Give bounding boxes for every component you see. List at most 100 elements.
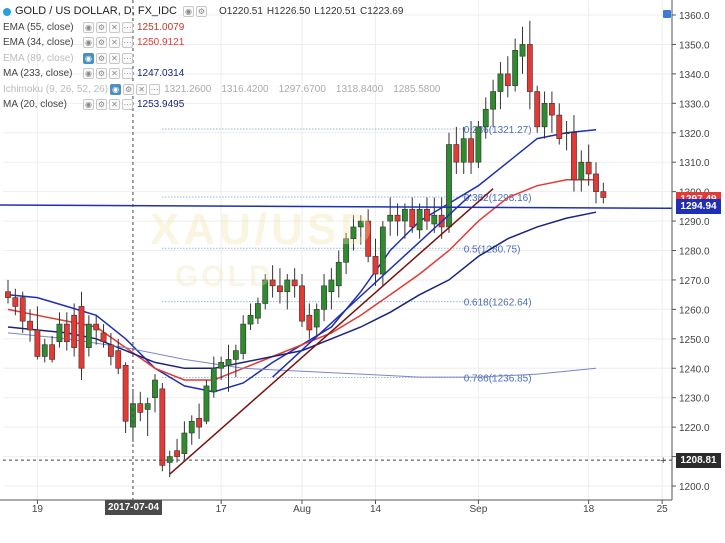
close-icon[interactable]: ✕ <box>109 52 120 64</box>
candle-body <box>497 73 504 92</box>
legend-icons: ◉ ⚙ ✕ ⋯ <box>83 68 133 80</box>
candle-body <box>482 108 489 128</box>
ichimoku-value: 1321.2600 <box>164 83 212 95</box>
time-axis: 19 17 Aug 14 Sep 18 25 <box>0 499 672 515</box>
more-icon[interactable]: ⋯ <box>122 37 133 49</box>
candle <box>203 380 210 425</box>
candle-body <box>115 350 122 369</box>
candle <box>188 415 195 445</box>
candle-body <box>460 138 467 163</box>
chart-settings-icon[interactable] <box>663 10 671 18</box>
legend-label: Ichimoku (9, 26, 52, 26) <box>3 83 109 95</box>
candle-body <box>19 297 26 322</box>
legend-row[interactable]: Ichimoku (9, 26, 52, 26) ◉ ⚙ ✕ ⋯ 1321.2600 131… <box>3 82 450 98</box>
more-icon[interactable]: ⋯ <box>122 52 133 64</box>
legend-row[interactable]: MA (233, close) ◉ ⚙ ✕ ⋯ 1247.0314 <box>3 66 450 82</box>
candle <box>34 306 41 360</box>
trendlines <box>0 188 699 475</box>
candle-body <box>512 50 519 86</box>
candle <box>424 197 430 230</box>
price-tick-label: 1250.0 <box>679 335 710 346</box>
candle <box>563 120 570 151</box>
candle-body <box>306 314 313 331</box>
candle <box>100 324 107 348</box>
eye-icon[interactable]: ◉ <box>83 21 94 33</box>
candle-body <box>144 403 151 410</box>
eye-icon[interactable]: ◉ <box>182 6 194 18</box>
candle <box>284 274 291 310</box>
more-icon[interactable]: ⋯ <box>122 21 133 33</box>
candle-body <box>578 161 585 181</box>
legend-row[interactable]: EMA (34, close) ◉ ⚙ ✕ ⋯ 1250.9121 <box>3 35 450 51</box>
candle <box>255 297 261 325</box>
candle <box>328 268 335 310</box>
settings-icon[interactable]: ⚙ <box>96 21 107 33</box>
more-icon[interactable]: ⋯ <box>149 83 161 95</box>
candle-body <box>240 323 247 354</box>
candle-body <box>350 226 357 240</box>
candle <box>313 303 320 336</box>
candle-body <box>526 44 533 92</box>
candle <box>593 162 599 204</box>
symbol-title[interactable]: GOLD / US DOLLAR, D, FX_IDC <box>15 5 177 17</box>
candle <box>490 79 496 127</box>
trendline-channel <box>272 194 472 378</box>
ohlc-low: L1220.51 <box>314 6 357 17</box>
candle-body <box>563 132 570 135</box>
settings-icon[interactable]: ⚙ <box>123 83 135 95</box>
close-icon[interactable]: ✕ <box>109 99 120 111</box>
settings-icon[interactable]: ⚙ <box>96 99 107 111</box>
candle <box>446 132 452 233</box>
more-icon[interactable]: ⋯ <box>122 99 133 111</box>
legend-row[interactable]: EMA (89, close) ◉ ⚙ ✕ ⋯ <box>3 51 450 67</box>
legend-icons: ◉ ⚙ ✕ ⋯ <box>110 83 161 95</box>
more-icon[interactable]: ⋯ <box>122 68 133 80</box>
legend-value: 1250.9121 <box>137 37 185 48</box>
legend-row[interactable]: MA (20, close) ◉ ⚙ ✕ ⋯ 1253.9495 <box>3 97 450 113</box>
candle <box>166 450 173 478</box>
candle-body <box>71 314 78 348</box>
candle <box>108 332 114 366</box>
candle <box>247 303 254 330</box>
eye-icon[interactable]: ◉ <box>110 83 122 95</box>
eye-icon[interactable]: ◉ <box>83 37 94 49</box>
candle <box>41 338 48 363</box>
close-icon[interactable]: ✕ <box>109 21 120 33</box>
candle <box>174 438 180 463</box>
candle-body <box>556 114 563 139</box>
close-icon[interactable]: ✕ <box>109 37 120 49</box>
candle-body <box>188 420 195 434</box>
candle-body <box>379 226 386 275</box>
eye-icon[interactable]: ◉ <box>83 52 94 64</box>
candle-body <box>416 208 423 231</box>
legend-row[interactable]: EMA (55, close) ◉ ⚙ ✕ ⋯ 1251.0079 <box>3 20 450 36</box>
candle <box>19 291 26 333</box>
candle <box>71 303 78 357</box>
settings-icon[interactable]: ⚙ <box>96 68 107 80</box>
settings-icon[interactable]: ⚙ <box>96 37 107 49</box>
price-tick-label: 1360.0 <box>679 11 710 22</box>
fibonacci-levels: 0.236(1321.27) 0.382(1298.16) 0.5(1280.75)… <box>162 125 532 385</box>
candle-body <box>255 303 261 319</box>
candle-body <box>585 161 592 175</box>
candle-body <box>27 320 33 331</box>
candle-body <box>475 126 482 163</box>
settings-icon[interactable]: ⚙ <box>96 52 107 64</box>
candle <box>115 338 122 375</box>
candle <box>299 274 305 328</box>
candle <box>137 391 144 422</box>
candle <box>541 91 548 139</box>
settings-icon[interactable]: ⚙ <box>195 6 207 18</box>
eye-icon[interactable]: ◉ <box>83 68 94 80</box>
candle-body <box>401 208 408 222</box>
close-icon[interactable]: ✕ <box>109 68 120 80</box>
candle-body <box>152 379 158 398</box>
candle <box>468 120 474 174</box>
candle-body <box>372 256 379 275</box>
candle <box>225 344 232 392</box>
eye-icon[interactable]: ◉ <box>83 99 94 111</box>
candle-body <box>534 91 541 128</box>
close-icon[interactable]: ✕ <box>136 83 148 95</box>
candle-body <box>490 91 496 110</box>
candle-body <box>284 279 291 293</box>
